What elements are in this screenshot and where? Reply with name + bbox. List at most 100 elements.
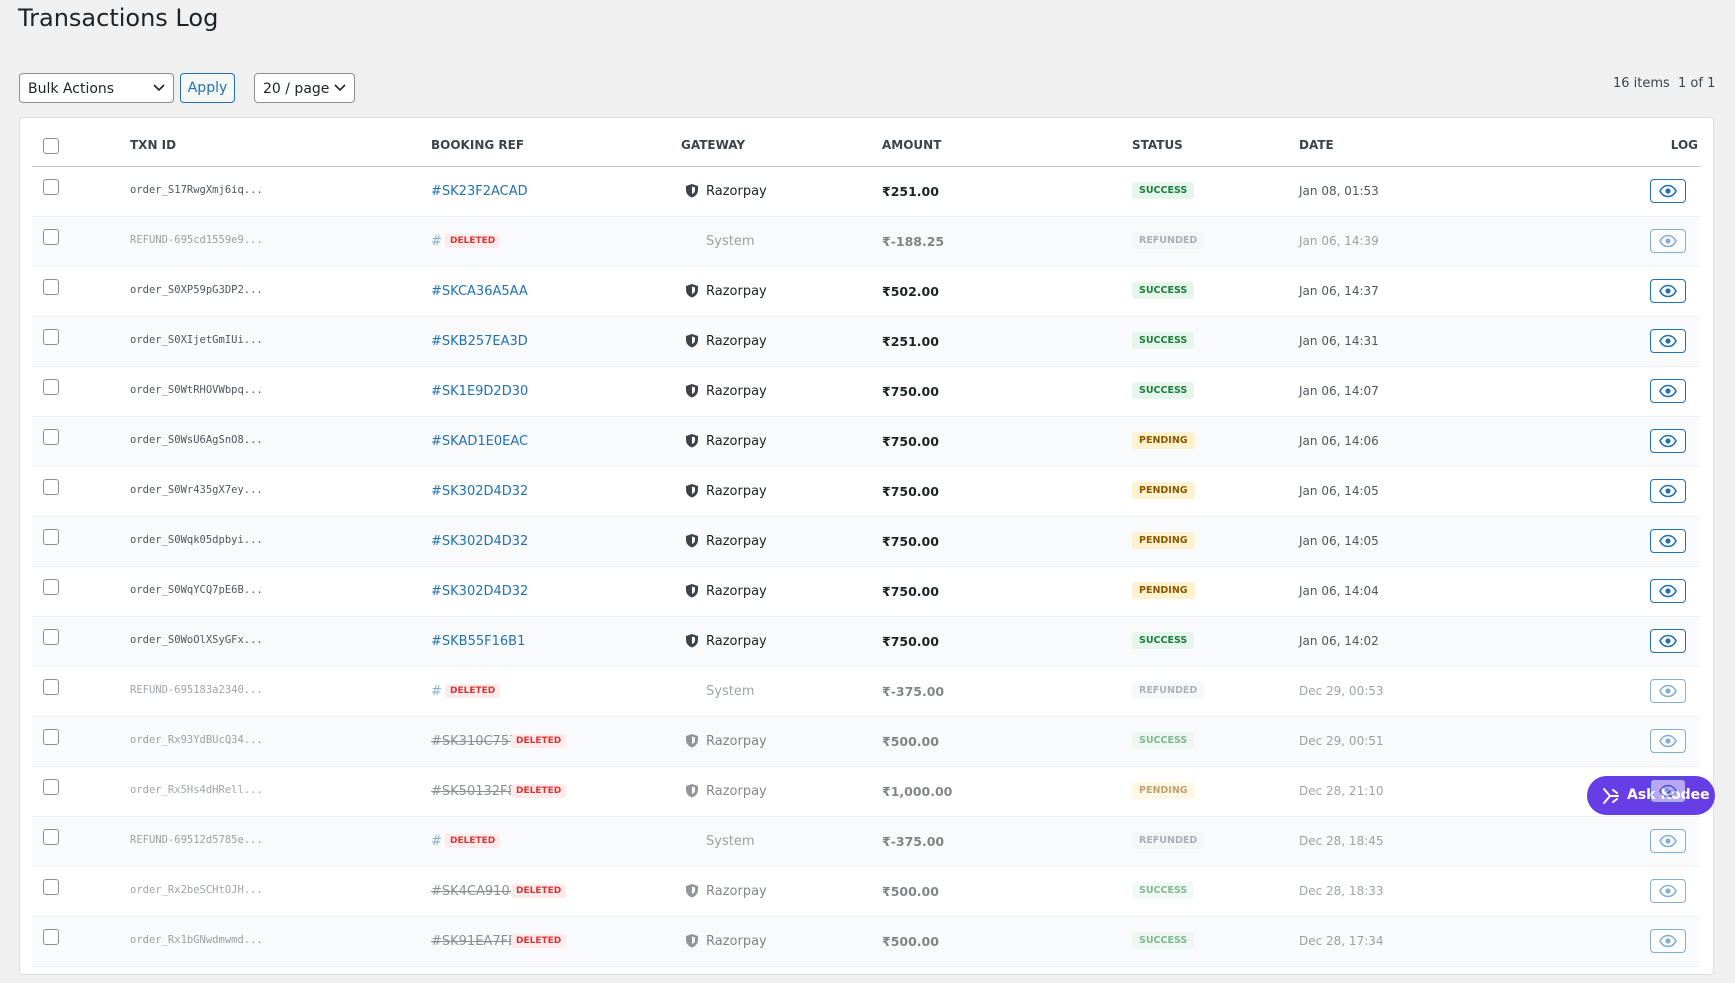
booking-ref[interactable]: # xyxy=(431,834,442,849)
booking-ref[interactable]: #SK1E9D2D30 xyxy=(431,384,529,399)
table-row: order_S0WoOlXSyGFx... #SKB55F16B1 Razorpay… xyxy=(32,617,1700,667)
txn-id: order_S0WoOlXSyGFx... xyxy=(130,634,263,646)
row-checkbox[interactable] xyxy=(43,629,59,645)
row-checkbox[interactable] xyxy=(43,179,59,195)
view-log-button[interactable] xyxy=(1650,229,1686,253)
gateway-icon-wrap xyxy=(685,633,699,652)
gateway: Razorpay xyxy=(706,384,767,399)
gateway-icon xyxy=(686,884,698,898)
view-log-button[interactable] xyxy=(1650,329,1686,353)
status-badge: PENDING xyxy=(1132,482,1195,499)
booking-ref[interactable]: #SKB55F16B1 xyxy=(431,634,526,649)
table-row: order_S0Wqk05dpbyi... #SK302D4D32 Razorpay… xyxy=(32,517,1700,567)
view-log-button[interactable] xyxy=(1650,729,1686,753)
table-row: order_Rx2beSCHtOJH... #SK4CA9104E DELETED R… xyxy=(32,867,1700,917)
row-checkbox[interactable] xyxy=(43,679,59,695)
booking-ref[interactable]: #SK50132F85 xyxy=(431,784,525,799)
booking-ref[interactable]: #SKB257EA3D xyxy=(431,334,528,349)
booking-ref[interactable]: #SK302D4D32 xyxy=(431,534,529,549)
row-checkbox[interactable] xyxy=(43,329,59,345)
eye-icon xyxy=(1659,884,1677,898)
gateway-icon-wrap xyxy=(685,733,699,752)
row-checkbox[interactable] xyxy=(43,379,59,395)
date: Jan 06, 14:04 xyxy=(1299,584,1379,598)
booking-ref[interactable]: # xyxy=(431,234,442,249)
view-log-button[interactable] xyxy=(1650,879,1686,903)
view-log-button[interactable] xyxy=(1650,379,1686,403)
header-divider xyxy=(32,166,1700,167)
booking-ref[interactable]: #SK4CA9104E xyxy=(431,884,527,899)
view-log-button[interactable] xyxy=(1650,829,1686,853)
booking-ref[interactable]: #SK310C7572 xyxy=(431,734,526,749)
booking-ref[interactable]: #SK23F2ACAD xyxy=(431,184,528,199)
row-checkbox[interactable] xyxy=(43,279,59,295)
table-row: order_S0WqYCQ7pE6B... #SK302D4D32 Razorpay… xyxy=(32,567,1700,617)
amount: ₹-375.00 xyxy=(882,834,945,849)
txn-id: order_S0XIjetGmIUi... xyxy=(130,334,263,346)
view-log-button[interactable] xyxy=(1650,429,1686,453)
gateway-icon xyxy=(686,734,698,748)
status-badge: PENDING xyxy=(1132,782,1195,799)
gateway-icon xyxy=(686,934,698,948)
row-checkbox[interactable] xyxy=(43,879,59,895)
view-log-button[interactable] xyxy=(1650,579,1686,603)
per-page-select[interactable]: 20 / page xyxy=(254,73,355,103)
date: Jan 06, 14:06 xyxy=(1299,434,1379,448)
gateway: Razorpay xyxy=(706,584,767,599)
eye-icon xyxy=(1659,284,1677,298)
view-log-button[interactable] xyxy=(1650,279,1686,303)
txn-id: order_S0Wr435gX7ey... xyxy=(130,484,263,496)
txn-id: order_S0WtRHOVWbpq... xyxy=(130,384,263,396)
booking-ref[interactable]: #SK302D4D32 xyxy=(431,484,529,499)
view-log-button[interactable] xyxy=(1650,179,1686,203)
row-checkbox[interactable] xyxy=(43,729,59,745)
kodee-icon xyxy=(1603,788,1619,804)
gateway: Razorpay xyxy=(706,784,767,799)
apply-button[interactable]: Apply xyxy=(180,73,235,103)
gateway-icon xyxy=(686,184,698,198)
date: Jan 06, 14:05 xyxy=(1299,534,1379,548)
gateway: Razorpay xyxy=(706,634,767,649)
row-checkbox[interactable] xyxy=(43,529,59,545)
row-checkbox[interactable] xyxy=(43,829,59,845)
view-log-button[interactable] xyxy=(1650,529,1686,553)
status-badge: REFUNDED xyxy=(1132,232,1205,249)
gateway: Razorpay xyxy=(706,534,767,549)
booking-ref[interactable]: #SKAD1E0EAC xyxy=(431,434,529,449)
column-header: STATUS xyxy=(1132,138,1183,152)
page-count: 1 of 1 xyxy=(1678,76,1716,91)
gateway: Razorpay xyxy=(706,484,767,499)
txn-id: order_Rx1bGNwdmwmd... xyxy=(130,934,263,946)
bulk-actions-select[interactable]: Bulk Actions xyxy=(19,73,174,103)
view-log-button[interactable] xyxy=(1650,479,1686,503)
booking-ref[interactable]: # xyxy=(431,684,442,699)
eye-icon xyxy=(1659,634,1677,648)
gateway-icon-wrap xyxy=(685,533,699,552)
eye-icon xyxy=(1659,834,1677,848)
select-all-checkbox[interactable] xyxy=(43,138,59,154)
view-log-button[interactable] xyxy=(1650,779,1686,803)
eye-icon xyxy=(1659,734,1677,748)
row-checkbox[interactable] xyxy=(43,229,59,245)
amount: ₹750.00 xyxy=(882,584,939,599)
booking-ref[interactable]: #SK91EA7FEC xyxy=(431,934,526,949)
booking-ref[interactable]: #SK302D4D32 xyxy=(431,584,529,599)
status-badge: PENDING xyxy=(1132,532,1195,549)
gateway-icon-wrap xyxy=(685,883,699,902)
booking-ref[interactable]: #SKCA36A5AA xyxy=(431,284,528,299)
row-checkbox[interactable] xyxy=(43,779,59,795)
row-checkbox[interactable] xyxy=(43,929,59,945)
row-checkbox[interactable] xyxy=(43,579,59,595)
amount: ₹251.00 xyxy=(882,334,939,349)
view-log-button[interactable] xyxy=(1650,929,1686,953)
view-log-button[interactable] xyxy=(1650,679,1686,703)
gateway-icon-wrap xyxy=(685,183,699,202)
view-log-button[interactable] xyxy=(1650,629,1686,653)
gateway: System xyxy=(706,234,755,249)
eye-icon xyxy=(1659,584,1677,598)
txn-id: order_S0WsU6AgSnO8... xyxy=(130,434,263,446)
row-checkbox[interactable] xyxy=(43,429,59,445)
amount: ₹251.00 xyxy=(882,184,939,199)
table-row: order_Rx93YdBUcQ34... #SK310C7572 DELETED R… xyxy=(32,717,1700,767)
row-checkbox[interactable] xyxy=(43,479,59,495)
